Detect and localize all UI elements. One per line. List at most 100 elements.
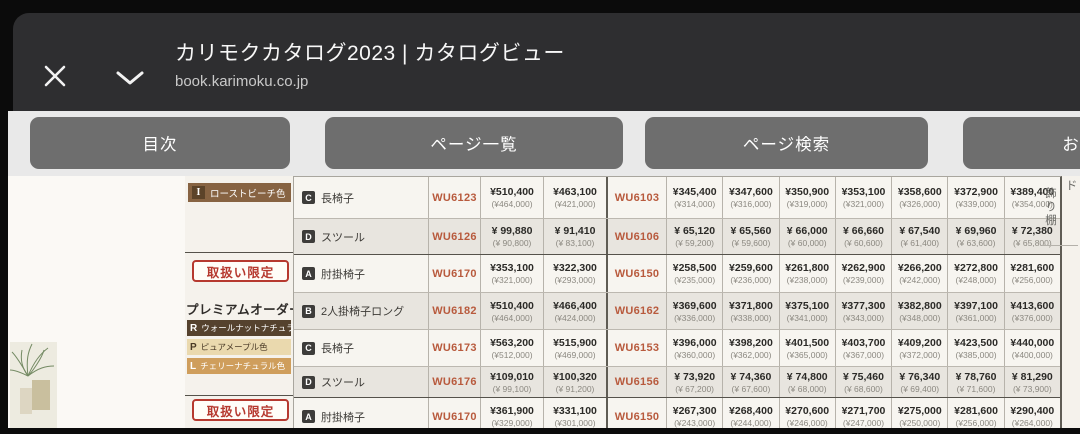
price-main: ¥266,200 bbox=[897, 262, 942, 274]
price-tax-excluded: (¥ 60,600) bbox=[844, 238, 883, 248]
price-tax-excluded: (¥354,000) bbox=[1011, 199, 1053, 209]
price-cell: ¥ 76,340 (¥ 69,400) bbox=[891, 367, 947, 397]
price-cell: ¥423,500 (¥385,000) bbox=[947, 330, 1003, 366]
price-tax-excluded: (¥248,000) bbox=[955, 275, 997, 285]
price-tax-excluded: (¥ 65,800) bbox=[1012, 238, 1052, 248]
price-tax-excluded: (¥339,000) bbox=[955, 199, 997, 209]
product-code: WU6153 bbox=[606, 330, 666, 366]
price-main: ¥ 74,360 bbox=[730, 370, 772, 383]
price-cell: ¥377,300 (¥343,000) bbox=[834, 293, 891, 329]
tab-page-search[interactable]: ページ検索 bbox=[645, 117, 928, 169]
price-cell: ¥396,000 (¥360,000) bbox=[666, 330, 722, 366]
product-name: 2人掛椅子ロング bbox=[321, 306, 405, 318]
price-tax-excluded: (¥336,000) bbox=[674, 312, 716, 323]
price-main: ¥466,400 bbox=[553, 299, 597, 312]
table-row: A 肘掛椅子 WU6170 ¥361,900 (¥329,000) ¥331,100 (¥3… bbox=[294, 397, 1060, 428]
tab-right-partial[interactable]: お bbox=[963, 117, 1080, 169]
price-main: ¥ 69,960 bbox=[955, 225, 997, 237]
price-main: ¥463,100 bbox=[553, 186, 597, 198]
price-main: ¥358,600 bbox=[897, 186, 942, 198]
price-cell: ¥266,200 (¥242,000) bbox=[891, 255, 947, 292]
table-row: D スツール WU6176 ¥109,010 (¥ 99,100) ¥100,320 (¥ … bbox=[294, 366, 1060, 397]
price-main: ¥271,700 bbox=[841, 405, 886, 417]
tab-page-list[interactable]: ページ一覧 bbox=[325, 117, 623, 169]
product-code: WU6170 bbox=[428, 255, 480, 292]
price-cell: ¥369,600 (¥336,000) bbox=[666, 293, 722, 329]
price-tax-excluded: (¥242,000) bbox=[899, 275, 941, 285]
price-cell: ¥ 69,960 (¥ 63,600) bbox=[947, 219, 1003, 254]
product-code: WU6173 bbox=[428, 330, 480, 366]
price-main: ¥ 76,340 bbox=[899, 370, 941, 383]
price-main: ¥369,600 bbox=[672, 299, 717, 312]
price-tax-excluded: (¥338,000) bbox=[730, 312, 772, 323]
price-main: ¥361,900 bbox=[490, 405, 534, 417]
price-cell: ¥382,800 (¥348,000) bbox=[891, 293, 947, 329]
price-main: ¥259,600 bbox=[729, 262, 773, 274]
product-cell: C 長椅子 bbox=[294, 177, 428, 218]
price-main: ¥109,010 bbox=[490, 370, 534, 383]
price-tax-excluded: (¥464,000) bbox=[491, 312, 533, 323]
price-cell: ¥ 91,410 (¥ 83,100) bbox=[543, 219, 606, 254]
price-cell: ¥510,400 (¥464,000) bbox=[480, 177, 543, 218]
price-tax-excluded: (¥ 91,200) bbox=[555, 383, 595, 394]
color-badge-cherry-natural: L チェリーナチュラル色 bbox=[187, 358, 291, 374]
price-cell: ¥371,800 (¥338,000) bbox=[722, 293, 778, 329]
price-cell: ¥331,100 (¥301,000) bbox=[543, 398, 606, 428]
price-main: ¥515,900 bbox=[553, 336, 597, 349]
price-cell: ¥ 65,560 (¥ 59,600) bbox=[722, 219, 778, 254]
price-main: ¥372,900 bbox=[954, 186, 998, 198]
price-tax-excluded: (¥ 71,600) bbox=[956, 383, 996, 394]
price-tax-excluded: (¥ 67,600) bbox=[731, 383, 771, 394]
price-tax-excluded: (¥464,000) bbox=[491, 199, 533, 209]
table-row: C 長椅子 WU6123 ¥510,400 (¥464,000) ¥463,100 (¥42… bbox=[294, 177, 1060, 218]
product-name: スツール bbox=[321, 231, 365, 244]
product-cell: A 肘掛椅子 bbox=[294, 398, 428, 428]
price-tax-excluded: (¥264,000) bbox=[1011, 418, 1053, 428]
price-tax-excluded: (¥ 61,400) bbox=[900, 238, 940, 248]
product-code: WU6176 bbox=[428, 367, 480, 397]
price-cell: ¥109,010 (¥ 99,100) bbox=[480, 367, 543, 397]
price-tax-excluded: (¥321,000) bbox=[842, 199, 885, 209]
collapse-sheet-button[interactable] bbox=[115, 70, 145, 86]
color-badge-label: ウォールナットナチュラル色 bbox=[201, 323, 312, 333]
price-main: ¥ 67,540 bbox=[899, 225, 941, 237]
product-name: スツール bbox=[321, 377, 365, 389]
price-cell: ¥345,400 (¥314,000) bbox=[666, 177, 722, 218]
plant-image bbox=[10, 342, 57, 428]
price-cell: ¥100,320 (¥ 91,200) bbox=[543, 367, 606, 397]
price-main: ¥375,100 bbox=[785, 299, 830, 312]
price-cell: ¥ 67,540 (¥ 61,400) bbox=[891, 219, 947, 254]
price-cell: ¥ 99,880 (¥ 90,800) bbox=[480, 219, 543, 254]
price-tax-excluded: (¥316,000) bbox=[730, 199, 772, 209]
close-button[interactable] bbox=[42, 63, 68, 89]
price-cell: ¥401,500 (¥365,000) bbox=[778, 330, 835, 366]
browser-header: カリモクカタログ2023 | カタログビュー book.karimoku.co.… bbox=[13, 13, 1080, 111]
product-cell: A 肘掛椅子 bbox=[294, 255, 428, 292]
tab-table-of-contents[interactable]: 目次 bbox=[30, 117, 290, 169]
price-cell: ¥409,200 (¥372,000) bbox=[891, 330, 947, 366]
price-main: ¥ 66,660 bbox=[843, 225, 884, 237]
price-main: ¥262,900 bbox=[841, 262, 886, 274]
product-code: WU6106 bbox=[606, 219, 666, 254]
price-tax-excluded: (¥329,000) bbox=[491, 418, 533, 428]
price-cell: ¥262,900 (¥239,000) bbox=[834, 255, 891, 292]
price-cell: ¥350,900 (¥319,000) bbox=[778, 177, 835, 218]
product-code: WU6123 bbox=[428, 177, 480, 218]
table-row: C 長椅子 WU6173 ¥563,200 (¥512,000) ¥515,900 (¥46… bbox=[294, 329, 1060, 366]
price-cell: ¥358,600 (¥326,000) bbox=[891, 177, 947, 218]
price-main: ¥382,800 bbox=[897, 299, 942, 312]
color-badge-pure-maple: P ピュアメープル色 bbox=[187, 339, 291, 355]
price-cell: ¥271,700 (¥247,000) bbox=[834, 398, 891, 428]
price-tax-excluded: (¥246,000) bbox=[786, 418, 828, 428]
product-type-icon: A bbox=[302, 267, 315, 280]
price-main: ¥281,600 bbox=[954, 405, 998, 417]
screen-edge bbox=[0, 428, 1080, 434]
price-main: ¥423,500 bbox=[954, 336, 998, 349]
price-tax-excluded: (¥424,000) bbox=[554, 312, 596, 323]
price-cell: ¥ 66,000 (¥ 60,000) bbox=[778, 219, 835, 254]
price-cell: ¥ 74,360 (¥ 67,600) bbox=[722, 367, 778, 397]
price-main: ¥510,400 bbox=[490, 186, 534, 198]
table-row: B 2人掛椅子ロング WU6182 ¥510,400 (¥464,000) ¥466,40… bbox=[294, 292, 1060, 329]
price-cell: ¥347,600 (¥316,000) bbox=[722, 177, 778, 218]
price-cell: ¥ 66,660 (¥ 60,600) bbox=[834, 219, 891, 254]
